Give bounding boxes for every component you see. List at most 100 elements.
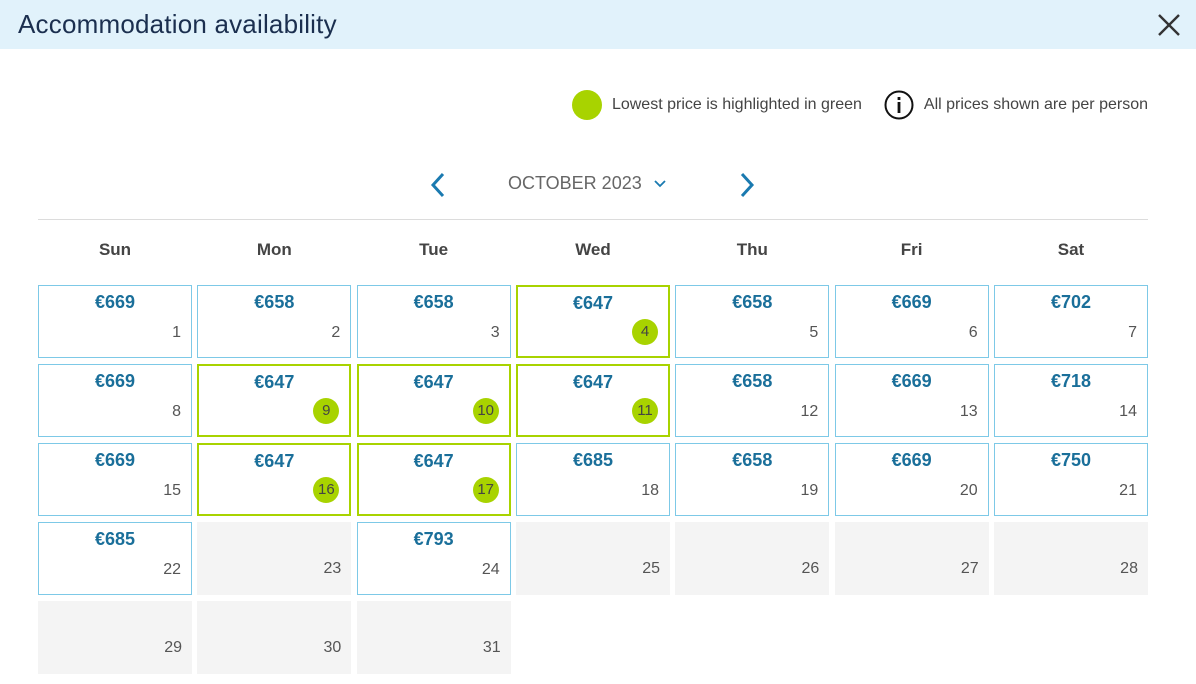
day-number: 22 — [163, 561, 181, 578]
day-cell-22[interactable]: €685 22 — [38, 522, 192, 595]
day-number: 23 — [323, 560, 342, 577]
day-cell-6[interactable]: €669 6 — [834, 285, 989, 358]
day-price: €669 — [891, 450, 932, 470]
day-number: 13 — [959, 403, 978, 420]
day-price: €669 — [891, 292, 932, 312]
close-button[interactable] — [1156, 12, 1182, 38]
info-icon — [884, 90, 914, 120]
day-cell-25: 25 — [515, 522, 670, 595]
day-number: 28 — [1120, 560, 1138, 577]
day-cell-3[interactable]: €658 3 — [356, 285, 511, 358]
chevron-left-icon — [430, 172, 445, 198]
day-cell-14[interactable]: €718 14 — [993, 364, 1148, 437]
day-number: 6 — [968, 324, 978, 341]
day-cell-4[interactable]: €647 4 — [515, 285, 670, 358]
day-number: 8 — [172, 403, 181, 420]
day-number: 17 — [472, 477, 499, 503]
day-number: 10 — [472, 398, 499, 424]
weekday-label: Wed — [575, 240, 611, 259]
weekday-label: Mon — [256, 240, 292, 259]
day-cell-18[interactable]: €685 18 — [515, 443, 670, 516]
weekday-label: Sat — [1057, 240, 1085, 259]
day-number: 26 — [801, 560, 820, 577]
weekday-label: Tue — [419, 240, 449, 259]
day-number: 16 — [313, 477, 340, 503]
previous-month-button[interactable] — [426, 170, 450, 200]
day-number: 24 — [481, 561, 500, 578]
day-price: €702 — [1050, 292, 1091, 312]
day-number: 30 — [323, 639, 342, 656]
day-cell-12[interactable]: €658 12 — [675, 364, 830, 437]
day-cell-15[interactable]: €669 15 — [38, 443, 192, 516]
day-cell-7[interactable]: €702 7 — [993, 285, 1148, 358]
day-cell-13[interactable]: €669 13 — [834, 364, 989, 437]
day-price: €718 — [1050, 371, 1091, 391]
day-price: €658 — [413, 292, 454, 312]
day-price: €647 — [254, 451, 295, 471]
day-price: €669 — [891, 371, 932, 391]
legend: Lowest price is highlighted in green All… — [571, 90, 1148, 120]
day-price: €658 — [732, 371, 773, 391]
day-cell-17[interactable]: €647 17 — [356, 443, 511, 516]
weekday-label: Thu — [736, 240, 768, 259]
day-number: 5 — [809, 324, 819, 341]
day-price: €658 — [254, 292, 295, 312]
day-cell-16[interactable]: €647 16 — [197, 443, 352, 516]
day-cell-26: 26 — [675, 522, 830, 595]
day-number: 12 — [800, 403, 819, 420]
day-number: 3 — [490, 324, 500, 341]
day-cell-30: 30 — [197, 601, 352, 674]
day-cell-20[interactable]: €669 20 — [834, 443, 989, 516]
day-cell-11[interactable]: €647 11 — [515, 364, 670, 437]
day-cell-24[interactable]: €793 24 — [356, 522, 511, 595]
day-price: €658 — [732, 292, 773, 312]
day-number: 9 — [313, 398, 340, 424]
day-cell-1[interactable]: €669 1 — [38, 285, 192, 358]
day-price: €669 — [94, 450, 136, 470]
dialog-title: Accommodation availability — [18, 9, 337, 39]
day-cell-27: 27 — [834, 522, 989, 595]
day-price: €669 — [94, 292, 136, 312]
lowest-price-legend: Lowest price is highlighted in green — [611, 96, 862, 113]
chevron-right-icon — [740, 172, 755, 198]
month-select[interactable]: OCTOBER 2023 — [508, 173, 666, 194]
day-number: 19 — [800, 482, 819, 499]
day-cell-19[interactable]: €658 19 — [675, 443, 830, 516]
day-number: 27 — [960, 560, 979, 577]
day-price: €647 — [254, 372, 295, 392]
day-number: 15 — [163, 482, 181, 499]
day-number: 21 — [1119, 482, 1137, 499]
month-label: OCTOBER 2023 — [508, 173, 642, 193]
day-cell-9[interactable]: €647 9 — [197, 364, 352, 437]
day-price: €647 — [572, 293, 613, 313]
day-number: 20 — [959, 482, 978, 499]
day-cell-8[interactable]: €669 8 — [38, 364, 192, 437]
close-icon — [1158, 14, 1180, 36]
divider — [38, 219, 1148, 220]
day-price: €647 — [572, 372, 613, 392]
day-cell-2[interactable]: €658 2 — [197, 285, 352, 358]
day-cell-23: 23 — [197, 522, 352, 595]
day-cell-31: 31 — [356, 601, 511, 674]
month-navigation: OCTOBER 2023 — [0, 168, 1196, 202]
day-number: 29 — [164, 639, 182, 656]
per-person-note: All prices shown are per person — [923, 96, 1148, 113]
day-cell-28: 28 — [993, 522, 1148, 595]
weekday-label: Sun — [98, 240, 132, 259]
day-price: €669 — [94, 371, 136, 391]
day-price: €685 — [572, 450, 613, 470]
day-number: 2 — [331, 324, 341, 341]
day-cell-21[interactable]: €750 21 — [993, 443, 1148, 516]
day-cell-5[interactable]: €658 5 — [675, 285, 830, 358]
day-price: €750 — [1050, 450, 1091, 470]
day-number: 31 — [482, 639, 501, 656]
day-cell-10[interactable]: €647 10 — [356, 364, 511, 437]
day-cell-29: 29 — [38, 601, 192, 674]
day-number: 25 — [642, 560, 660, 577]
day-price: €647 — [413, 451, 454, 471]
next-month-button[interactable] — [735, 170, 759, 200]
weekday-header: Sun Mon Tue Wed Thu Fri Sat — [38, 240, 1148, 262]
day-number: 1 — [172, 324, 181, 341]
day-number: 11 — [631, 398, 658, 424]
day-number: 4 — [631, 319, 658, 345]
